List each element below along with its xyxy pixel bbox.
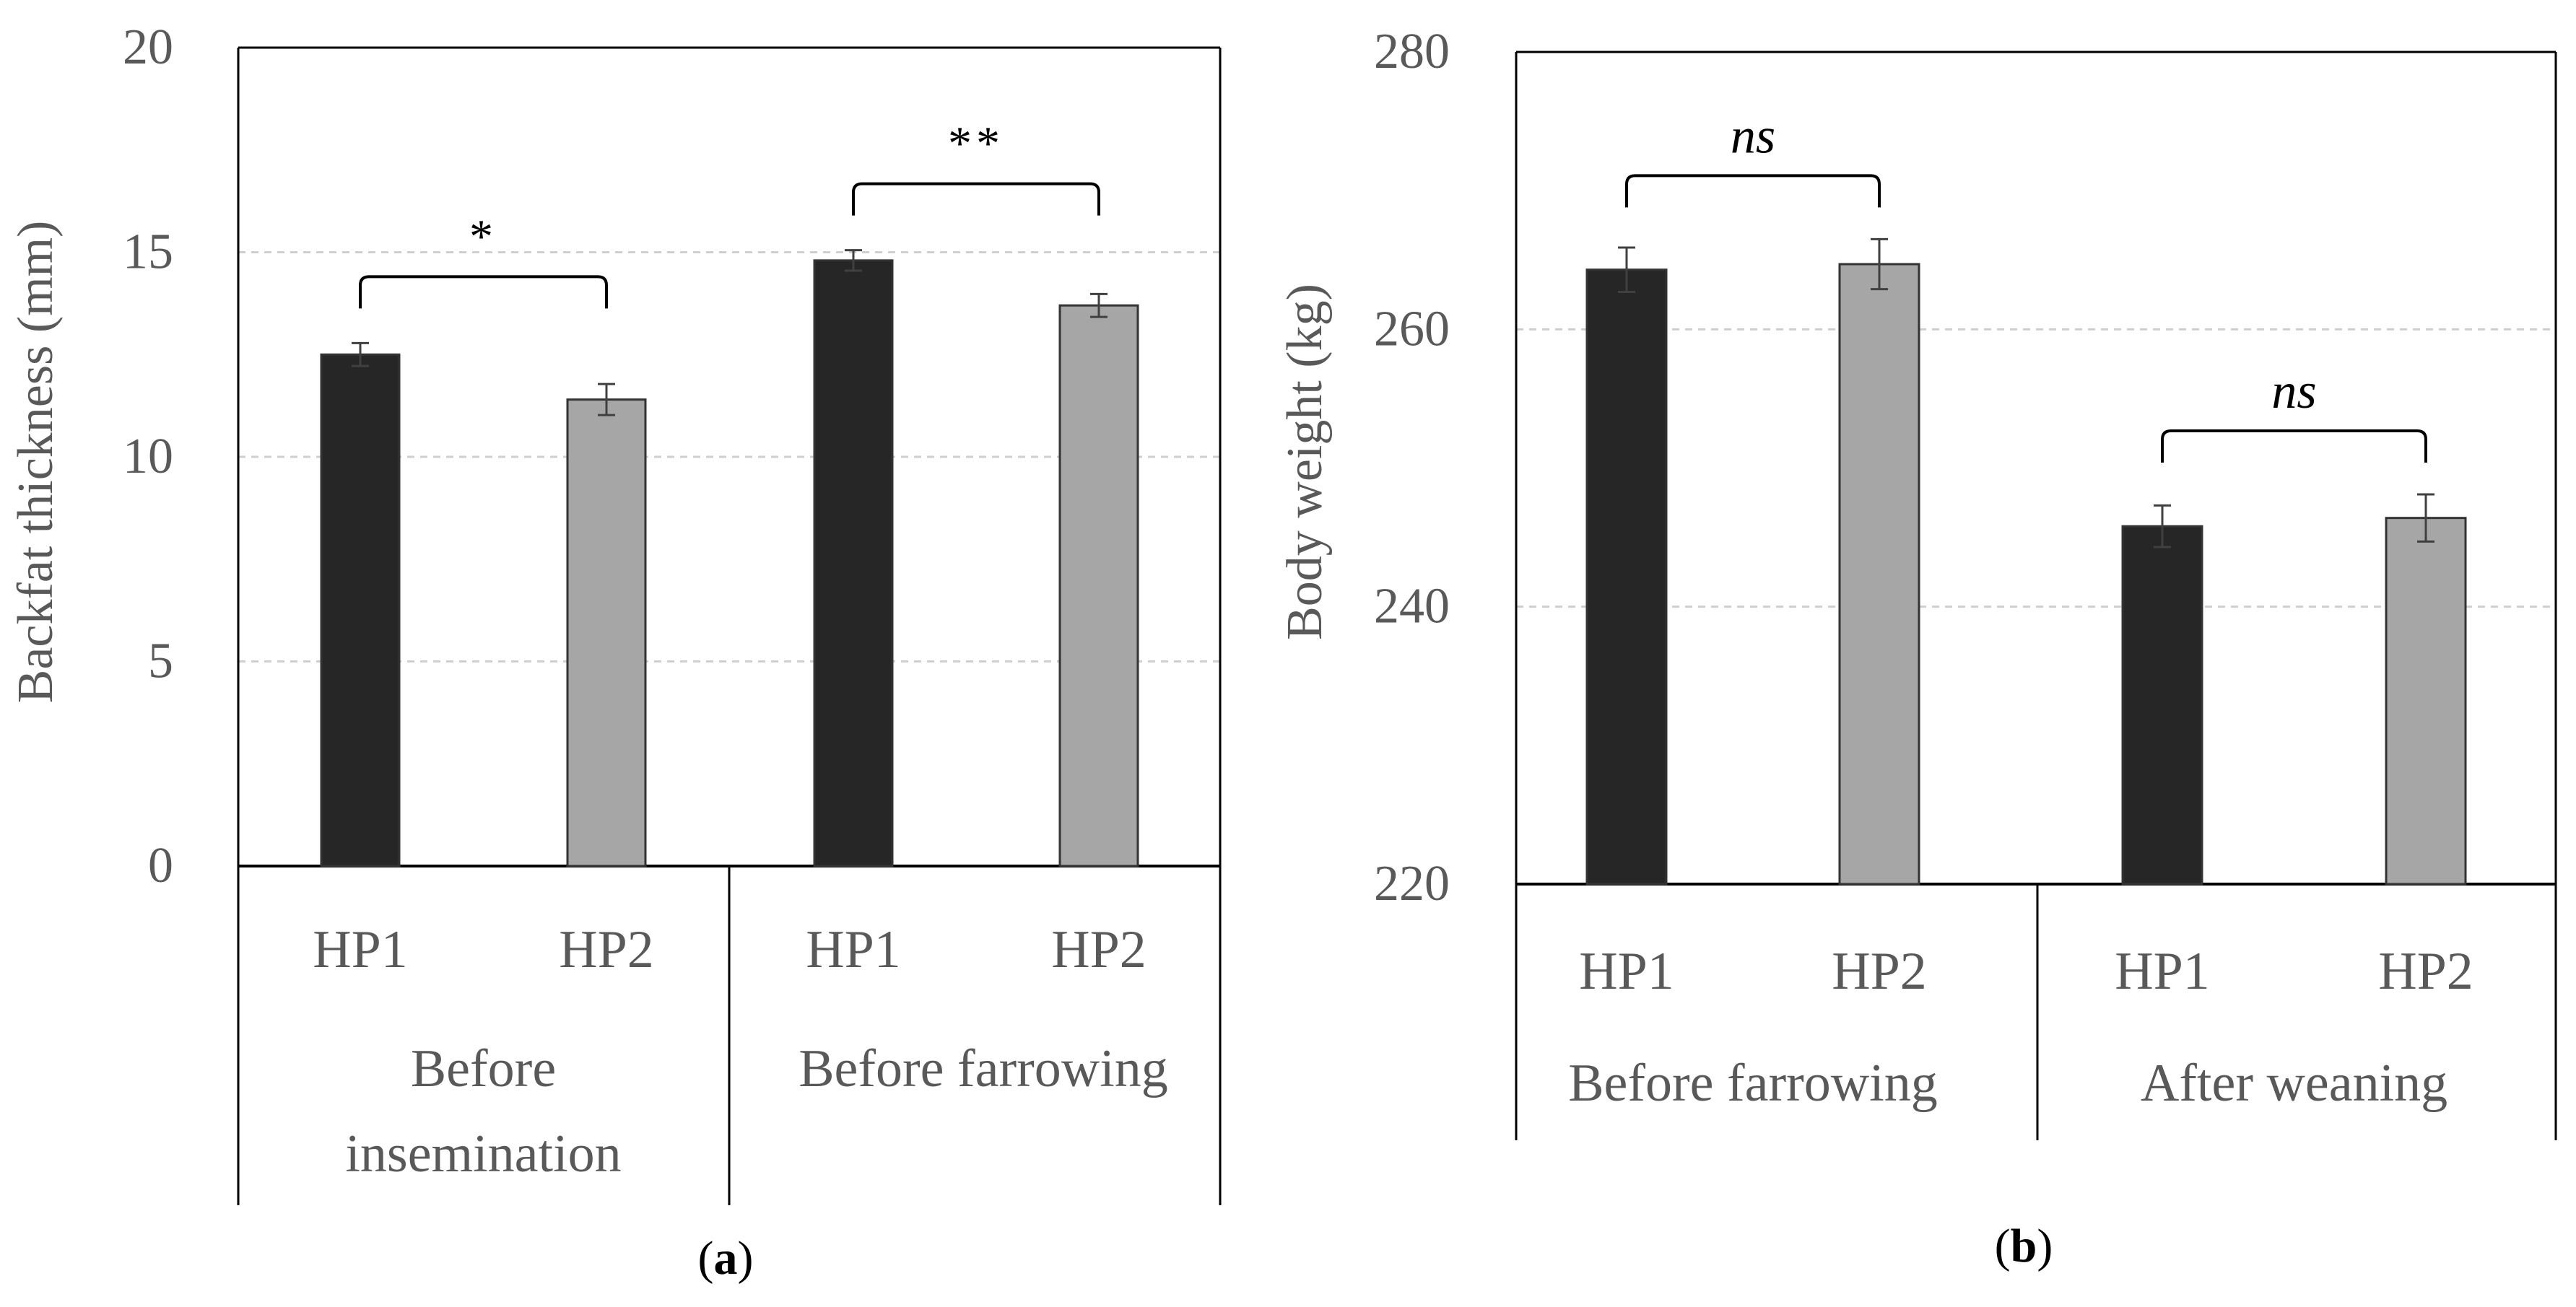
panel-b-y-tick-label: 240 [1374, 579, 1450, 634]
panel-b-label-close: ) [2037, 1220, 2053, 1272]
panel-b-y-tick-label: 220 [1374, 856, 1450, 912]
panel-a-label-letter: a [714, 1232, 738, 1285]
panel-b-bar-hp2 [1838, 263, 1920, 886]
panel-a-bar-hp2 [566, 398, 647, 867]
panel-b-series-label: HP2 [2378, 942, 2473, 1001]
panel-a-chart: 0 5 10 15 20 Backfat thickness (mm) HP1 HP2 Befo… [8, 19, 1222, 1205]
panel-b-label-letter: b [2011, 1220, 2037, 1272]
panel-b-chart: 220 240 260 280 Body weight (kg) HP1 HP2 Before… [1277, 24, 2557, 1140]
panel-a-series-label: HP1 [313, 920, 408, 979]
panel-b-label-open: ( [1995, 1220, 2011, 1272]
panel-a-y-tick-label: 10 [123, 429, 173, 484]
panel-b-bar-hp2 [2385, 517, 2467, 886]
panel-b-group-label: After weaning [2141, 1054, 2447, 1113]
panel-b-label: (b) [1995, 1220, 2053, 1272]
panel-a-y-tick-label: 15 [123, 224, 173, 280]
panel-a-group-label: Before [411, 1039, 556, 1098]
panel-b-significance-bracket [2161, 429, 2427, 463]
panel-a-bar-hp1 [320, 353, 401, 867]
panel-a-significance-bracket [852, 182, 1100, 216]
panel-b-series-label: HP1 [1579, 942, 1674, 1001]
panel-b-series-label: HP1 [2115, 942, 2210, 1001]
panel-b-y-tick-label: 280 [1374, 24, 1450, 79]
panel-a-significance-label: * [469, 210, 497, 263]
panel-b-significance-label: ns [1731, 108, 1775, 164]
panel-b-bar-hp1 [1585, 268, 1668, 886]
panel-a-significance-bracket [359, 275, 608, 309]
panel-b-bar-hp1 [2121, 525, 2203, 886]
panel-a-group-label: insemination [345, 1124, 621, 1184]
panel-a-series-label: HP2 [559, 920, 654, 979]
panel-b-significance-bracket [1625, 174, 1881, 208]
panel-a-label-close: ) [738, 1232, 754, 1285]
panel-a-label-open: ( [698, 1232, 714, 1285]
panel-a-bar-hp1 [813, 259, 894, 867]
panel-b-group-label: Before farrowing [1568, 1054, 1938, 1113]
panel-a-y-axis-title: Backfat thickness (mm) [8, 221, 64, 704]
panel-a-y-tick-label: 20 [123, 19, 173, 75]
panel-a-label: (a) [698, 1232, 754, 1285]
panel-a-y-tick-label: 0 [148, 838, 173, 893]
panel-a-group-label: Before farrowing [799, 1039, 1168, 1098]
panel-b-series-label: HP2 [1832, 942, 1927, 1001]
panel-a-y-tick-label: 5 [148, 634, 173, 689]
panel-a-significance-label: ** [948, 118, 1004, 170]
panel-b-significance-label: ns [2271, 364, 2316, 419]
panel-b-y-axis-title: Body weight (kg) [1277, 284, 1333, 640]
panel-b-y-tick-label: 260 [1374, 301, 1450, 357]
panel-a-series-label: HP2 [1051, 920, 1146, 979]
panel-a-bar-hp2 [1058, 304, 1139, 867]
panel-a-series-label: HP1 [806, 920, 901, 979]
